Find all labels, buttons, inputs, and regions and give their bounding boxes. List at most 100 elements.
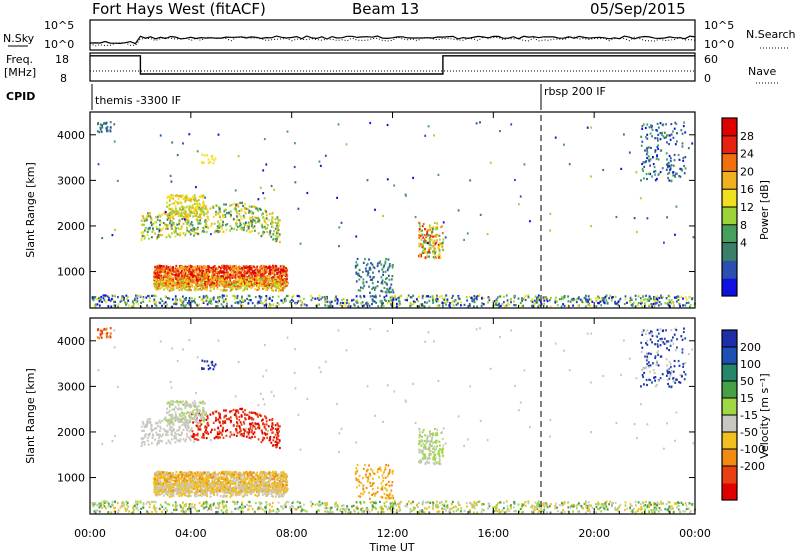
- power-cell: [286, 283, 288, 286]
- power-cell: [337, 123, 340, 126]
- power-cell: [211, 222, 213, 225]
- power-cell: [421, 233, 424, 236]
- power-cell: [318, 160, 321, 163]
- power-cell: [246, 265, 249, 268]
- power-cell: [252, 284, 255, 287]
- power-cell: [681, 142, 684, 145]
- power-cell: [134, 297, 136, 300]
- power-cell: [146, 233, 149, 236]
- power-cell: [546, 305, 548, 308]
- power-cell: [653, 170, 655, 173]
- power-cell: [284, 296, 287, 299]
- power-cell: [398, 302, 401, 305]
- velocity-cell: [153, 488, 156, 491]
- power-cell: [666, 141, 668, 144]
- power-cell: [169, 197, 172, 200]
- power-cell: [368, 285, 370, 288]
- power-cell: [601, 297, 604, 300]
- power-cell: [173, 277, 175, 280]
- velocity-cell: [182, 480, 185, 483]
- power-cell: [237, 268, 239, 271]
- power-cell: [439, 295, 441, 298]
- velocity-cell: [206, 481, 208, 484]
- power-cell: [384, 270, 387, 273]
- power-cell: [356, 301, 359, 304]
- power-cell: [386, 123, 389, 127]
- power-cell: [590, 298, 592, 301]
- power-cell: [366, 274, 369, 277]
- power-cell: [176, 195, 179, 198]
- power-cell: [424, 251, 427, 254]
- power-cell: [263, 280, 265, 283]
- power-cell: [421, 245, 424, 248]
- power-cell: [198, 296, 201, 299]
- power-cell: [159, 223, 161, 226]
- power-cell: [388, 265, 391, 268]
- power-cell: [479, 121, 481, 124]
- power-cell: [189, 231, 192, 234]
- power-heatmap-cells: [91, 121, 696, 308]
- power-cell: [241, 227, 243, 230]
- power-cell: [414, 301, 416, 304]
- power-cell: [412, 300, 415, 303]
- power-cell: [521, 299, 523, 303]
- power-cell: [184, 305, 186, 308]
- power-cell: [265, 269, 267, 272]
- power-cell: [232, 283, 235, 286]
- power-cell: [153, 298, 156, 301]
- power-cell: [191, 229, 194, 232]
- power-cell: [263, 138, 266, 141]
- power-cell: [232, 273, 234, 276]
- power-cell: [206, 288, 208, 292]
- power-cell: [257, 198, 260, 201]
- y-tick-label: 3000: [57, 174, 85, 187]
- power-cell: [222, 305, 225, 308]
- velocity-cell: [211, 476, 214, 480]
- power-cell: [266, 227, 269, 230]
- power-cell: [361, 301, 364, 304]
- power-cell: [110, 305, 113, 308]
- power-cell: [148, 226, 151, 229]
- power-cell: [163, 265, 165, 268]
- power-cell: [680, 129, 683, 132]
- power-cell: [162, 280, 165, 283]
- power-cell: [437, 246, 439, 249]
- power-cell: [676, 172, 678, 175]
- power-cell: [217, 267, 219, 270]
- power-cell: [217, 301, 220, 304]
- power-cell: [183, 211, 186, 214]
- power-cell: [208, 280, 211, 283]
- power-cell: [587, 295, 590, 298]
- power-cell: [654, 170, 657, 173]
- power-cell: [156, 275, 159, 278]
- power-cell: [367, 271, 370, 275]
- power-cell: [640, 300, 643, 303]
- power-cell: [418, 242, 420, 245]
- power-cell: [196, 280, 199, 283]
- velocity-cell: [195, 477, 198, 480]
- velocity-cell: [285, 487, 288, 490]
- velocity-cell: [279, 471, 282, 474]
- power-cell: [251, 283, 253, 286]
- power-cell: [177, 195, 180, 198]
- power-cell: [158, 301, 161, 304]
- power-cell: [657, 173, 660, 176]
- power-cell: [249, 273, 251, 276]
- power-cell: [214, 284, 217, 287]
- power-cell: [278, 280, 281, 283]
- power-cell: [683, 164, 685, 168]
- power-cell: [217, 231, 220, 234]
- velocity-cell: [188, 478, 191, 481]
- power-cell: [608, 297, 610, 300]
- velocity-cell: [237, 482, 240, 485]
- power-cell: [473, 296, 476, 299]
- power-cell: [360, 286, 362, 289]
- power-cell: [193, 194, 196, 197]
- power-cell: [497, 296, 499, 299]
- power-cell: [355, 271, 358, 274]
- power-cell: [169, 219, 172, 223]
- power-cell: [428, 244, 431, 247]
- power-cell: [495, 303, 498, 306]
- power-cell: [282, 266, 284, 269]
- power-cell: [185, 194, 188, 197]
